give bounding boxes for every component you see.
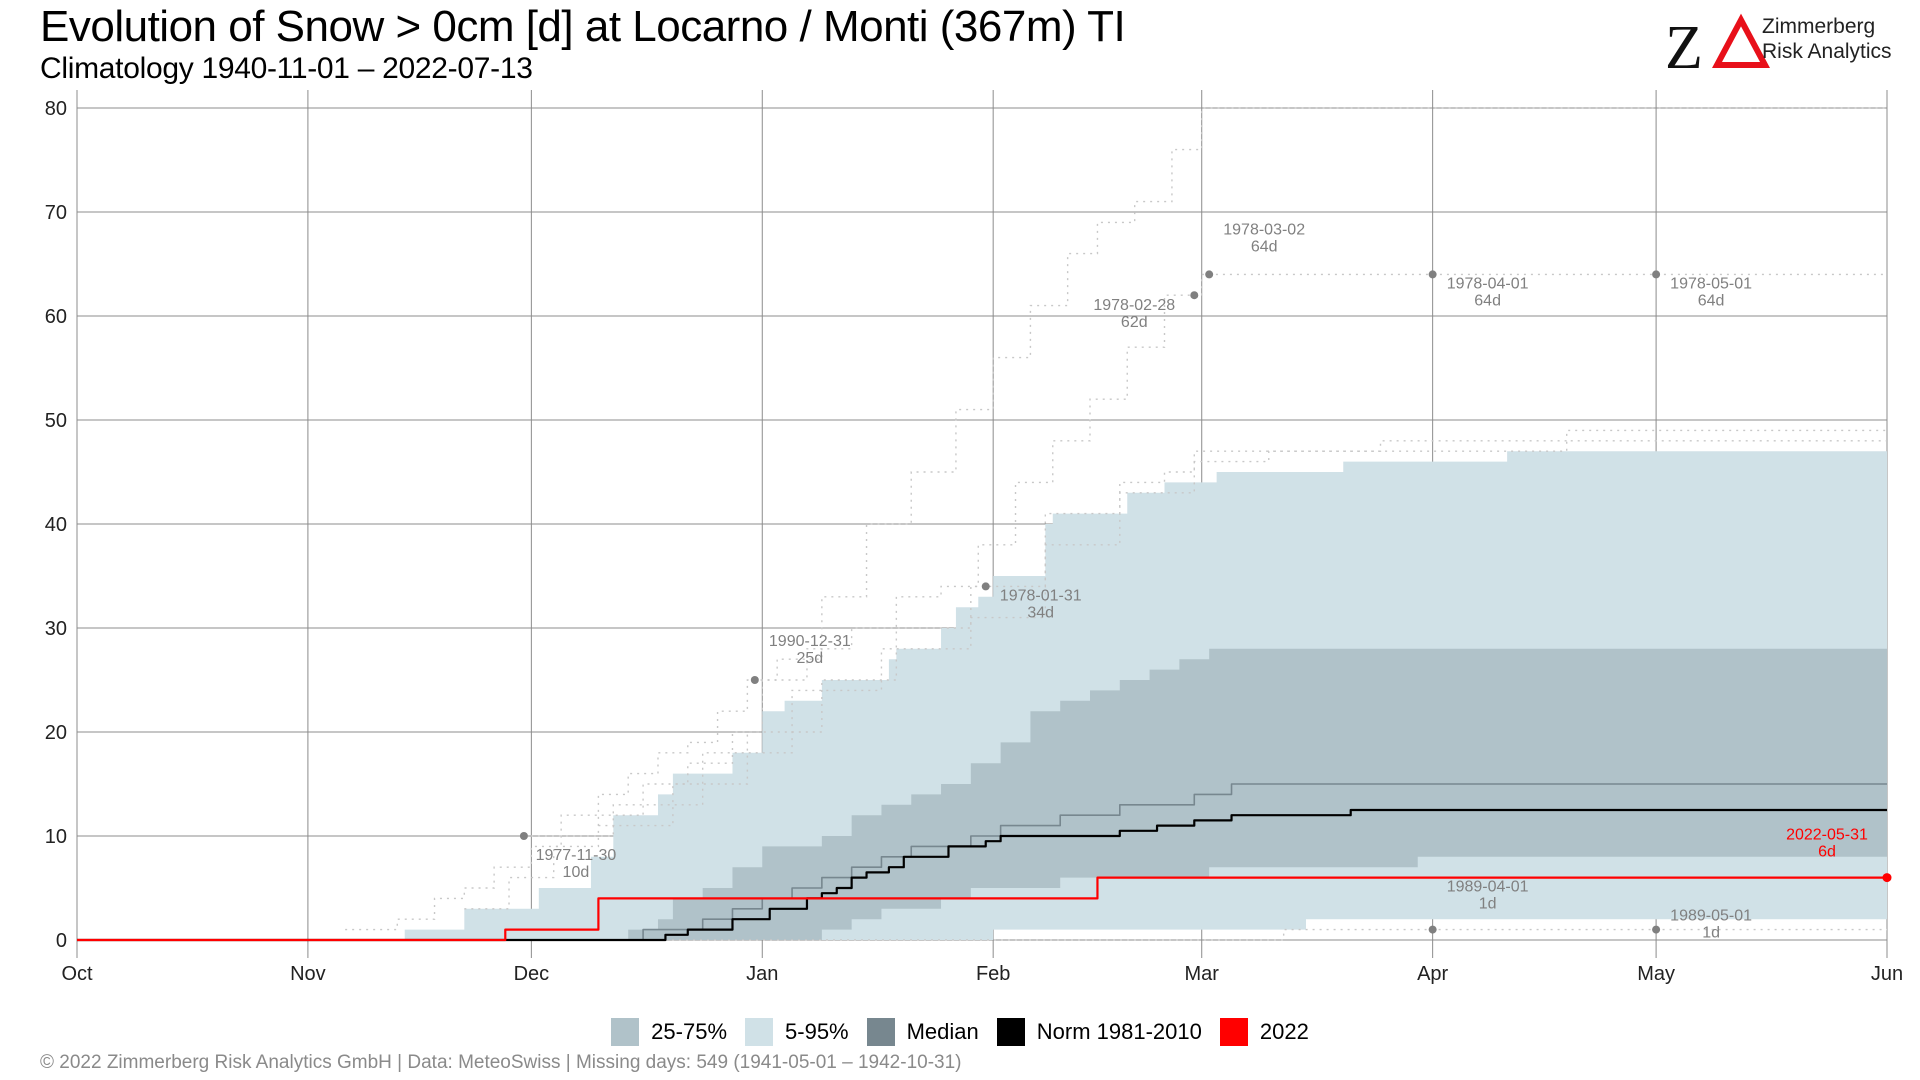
x-tick-label: Nov — [290, 963, 326, 985]
annotation-value: 6d — [1818, 844, 1836, 861]
legend-label: 2022 — [1259, 1019, 1309, 1044]
record-line — [523, 440, 1887, 837]
svg-text:Z: Z — [1665, 14, 1703, 80]
zimmerberg-logo: Z — [1665, 13, 1770, 80]
annotation-value: 64d — [1698, 292, 1725, 309]
legend-swatch — [1219, 1018, 1248, 1046]
annotation-point — [1190, 291, 1199, 300]
annotation-value: 34d — [1027, 604, 1054, 621]
legend-swatch — [745, 1018, 774, 1046]
annotation-value: 64d — [1474, 292, 1501, 309]
legend-item: Norm 1981-2010 — [996, 1018, 1202, 1046]
bands — [77, 451, 1887, 940]
logo-line-1: Zimmerberg — [1762, 15, 1876, 38]
legend-swatch — [866, 1018, 895, 1046]
legend-label: Norm 1981-2010 — [1036, 1019, 1202, 1044]
series-line-2022 — [77, 876, 1887, 942]
annotation-date: 1989-04-01 — [1447, 879, 1529, 896]
y-tick-label: 20 — [45, 722, 67, 744]
band-25-75- — [77, 648, 1887, 940]
x-tick-label: Apr — [1417, 963, 1448, 985]
legend-swatch — [996, 1018, 1025, 1046]
axes: 0 10 20 30 40 50 60 70 80 Oct Nov Dec Jan Feb Mar Apr Ma… — [45, 98, 1903, 985]
annotation-value: 64d — [1251, 238, 1278, 255]
annotation-point — [1205, 270, 1214, 279]
legend-swatch — [611, 1018, 640, 1046]
x-tick-label: Feb — [976, 963, 1010, 985]
annotation-date: 1989-05-01 — [1670, 908, 1752, 925]
legend-item: 2022 — [1219, 1018, 1309, 1046]
x-tick-label: May — [1637, 963, 1675, 985]
legend-label: 25-75% — [651, 1019, 728, 1044]
x-tick-label: Oct — [61, 963, 93, 985]
legend-item: Median — [866, 1018, 979, 1046]
series-line-norm-1981-2010 — [77, 808, 1887, 942]
annotation-point — [750, 676, 759, 684]
y-tick-label: 0 — [56, 930, 67, 952]
x-tick-label: Mar — [1185, 963, 1220, 985]
annotation-point — [1428, 270, 1437, 279]
logo-line-2: Risk Analytics — [1762, 40, 1892, 63]
annotation-date: 1978-01-31 — [1000, 587, 1082, 604]
y-tick-label: 10 — [45, 826, 67, 848]
series-line-median — [77, 783, 1887, 941]
annotation-point — [981, 582, 990, 591]
annotation-date: 1978-05-01 — [1670, 275, 1752, 292]
annotation-value: 1d — [1479, 896, 1497, 913]
annotation-date: 1978-02-28 — [1093, 297, 1175, 314]
annotation-date: 1977-11-30 — [536, 847, 617, 864]
annotation-value: 62d — [1121, 314, 1148, 331]
annotation-point — [1652, 270, 1661, 279]
annotation-point — [1428, 925, 1437, 934]
legend-label: 5-95% — [785, 1019, 849, 1044]
annotation-value: 1d — [1702, 925, 1720, 942]
y-tick-label: 30 — [45, 618, 67, 640]
y-tick-label: 80 — [45, 98, 67, 120]
y-tick-label: 70 — [45, 202, 67, 224]
footer-caption: © 2022 Zimmerberg Risk Analytics GmbH | … — [40, 1052, 962, 1073]
chart-subtitle: Climatology 1940-11-01 – 2022-07-13 — [40, 52, 533, 85]
annotation-value: 25d — [796, 650, 823, 667]
annotation-point — [519, 832, 528, 840]
legend: 25-75% 5-95% Median Norm 1981-2010 2022 — [0, 1018, 1920, 1046]
annotation-date: 1990-12-31 — [769, 633, 851, 650]
annotation-point — [1652, 925, 1661, 934]
y-tick-label: 60 — [45, 306, 67, 328]
annotation-date: 2022-05-31 — [1786, 827, 1868, 844]
x-tick-label: Jan — [746, 963, 778, 985]
chart-title: Evolution of Snow > 0cm [d] at Locarno /… — [40, 2, 1126, 51]
annotation-date: 1978-03-02 — [1223, 221, 1305, 238]
logo-text: Zimmerberg Risk Analytics — [1762, 14, 1892, 64]
x-tick-label: Dec — [514, 963, 550, 985]
record-line — [345, 107, 1887, 931]
record-lines — [77, 107, 1887, 941]
y-tick-label: 50 — [45, 410, 67, 432]
x-tick-label: Jun — [1871, 963, 1903, 985]
annotation-date: 1978-04-01 — [1447, 275, 1529, 292]
legend-label: Median — [906, 1019, 979, 1044]
annotation-point — [1883, 873, 1891, 882]
logo-mark-icon: Z — [1665, 13, 1770, 80]
legend-item: 5-95% — [745, 1018, 849, 1046]
legend-item: 25-75% — [611, 1018, 727, 1046]
annotation-value: 10d — [563, 864, 590, 881]
y-tick-label: 40 — [45, 514, 67, 536]
